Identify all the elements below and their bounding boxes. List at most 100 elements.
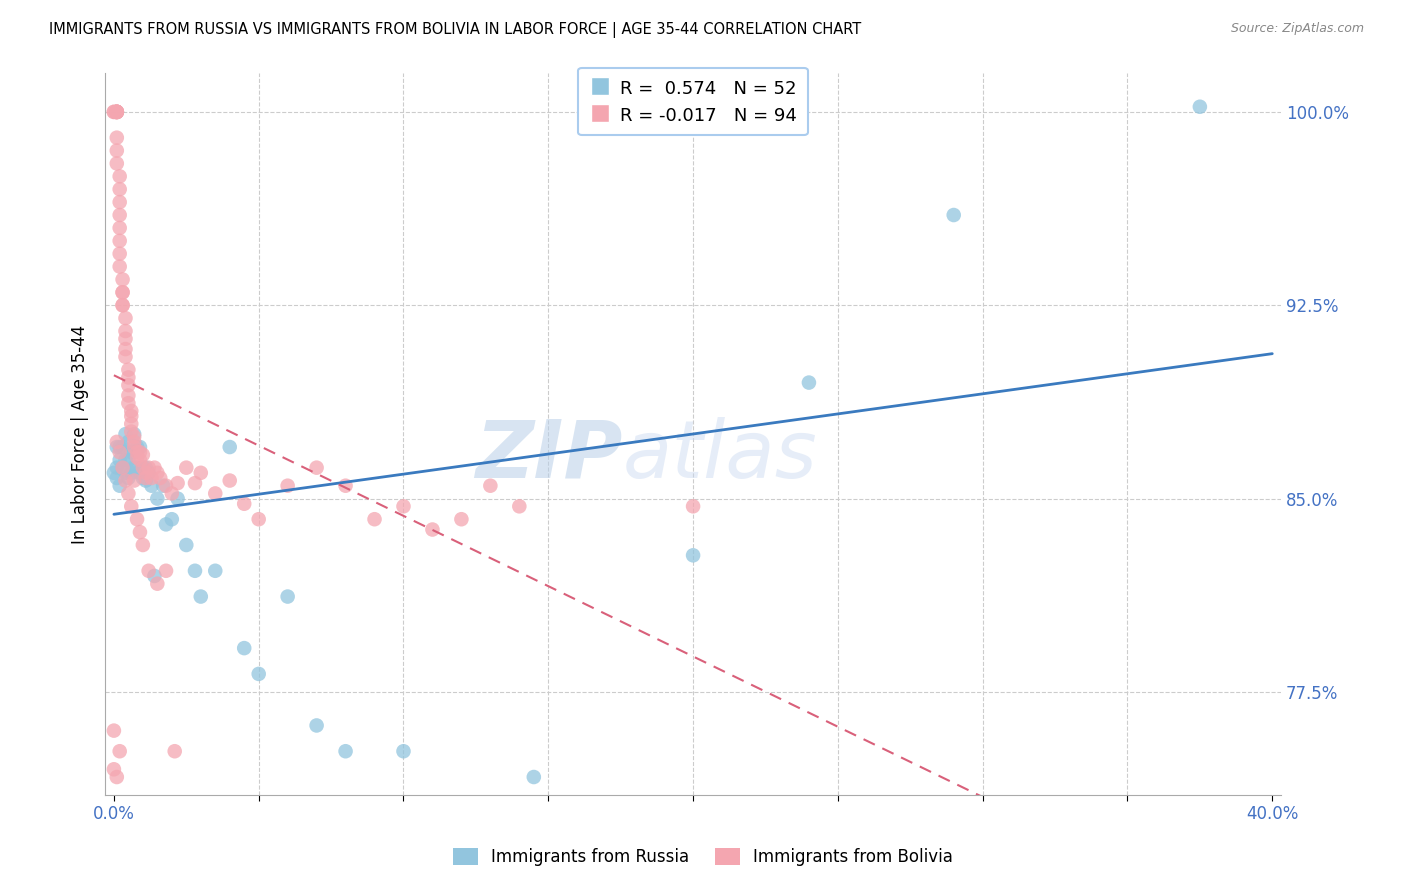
Point	[122, 445, 145, 459]
Point	[479, 479, 502, 493]
Point	[155, 479, 177, 493]
Point	[103, 104, 125, 119]
Point	[132, 460, 155, 475]
Point	[120, 417, 142, 431]
Point	[117, 434, 139, 449]
Point	[108, 169, 131, 184]
Point	[152, 479, 174, 493]
Point	[141, 479, 163, 493]
Point	[111, 285, 134, 300]
Point	[103, 723, 125, 738]
Point	[146, 466, 169, 480]
Point	[114, 324, 136, 338]
Point	[105, 156, 128, 170]
Point	[335, 744, 357, 758]
Point	[120, 404, 142, 418]
Text: atlas: atlas	[623, 417, 817, 495]
Point	[305, 718, 328, 732]
Point	[108, 195, 131, 210]
Point	[108, 182, 131, 196]
Point	[114, 311, 136, 326]
Point	[129, 440, 152, 454]
Point	[132, 448, 155, 462]
Point	[523, 770, 546, 784]
Point	[111, 298, 134, 312]
Point	[105, 104, 128, 119]
Point	[392, 744, 415, 758]
Point	[160, 486, 183, 500]
Legend: R =  0.574   N = 52, R = -0.017   N = 94: R = 0.574 N = 52, R = -0.017 N = 94	[578, 68, 807, 136]
Text: IMMIGRANTS FROM RUSSIA VS IMMIGRANTS FROM BOLIVIA IN LABOR FORCE | AGE 35-44 COR: IMMIGRANTS FROM RUSSIA VS IMMIGRANTS FRO…	[49, 22, 862, 38]
Point	[117, 471, 139, 485]
Point	[114, 427, 136, 442]
Point	[103, 762, 125, 776]
Point	[105, 434, 128, 449]
Point	[108, 234, 131, 248]
Point	[117, 388, 139, 402]
Point	[190, 590, 212, 604]
Point	[105, 104, 128, 119]
Point	[120, 409, 142, 423]
Point	[125, 450, 148, 465]
Point	[132, 460, 155, 475]
Point	[143, 460, 166, 475]
Point	[190, 466, 212, 480]
Point	[166, 476, 188, 491]
Point	[247, 512, 270, 526]
Point	[105, 471, 128, 485]
Point	[184, 476, 207, 491]
Text: ZIP: ZIP	[475, 417, 623, 495]
Point	[105, 104, 128, 119]
Point	[122, 474, 145, 488]
Point	[108, 445, 131, 459]
Point	[146, 576, 169, 591]
Point	[129, 466, 152, 480]
Point	[105, 144, 128, 158]
Point	[233, 497, 256, 511]
Point	[143, 569, 166, 583]
Point	[114, 332, 136, 346]
Point	[114, 453, 136, 467]
Point	[163, 744, 186, 758]
Point	[176, 538, 198, 552]
Point	[108, 260, 131, 274]
Point	[129, 525, 152, 540]
Point	[277, 590, 299, 604]
Point	[135, 466, 157, 480]
Point	[138, 564, 160, 578]
Y-axis label: In Labor Force | Age 35-44: In Labor Force | Age 35-44	[72, 325, 89, 544]
Point	[111, 272, 134, 286]
Point	[108, 453, 131, 467]
Point	[122, 460, 145, 475]
Point	[114, 466, 136, 480]
Point	[108, 221, 131, 235]
Legend: Immigrants from Russia, Immigrants from Bolivia: Immigrants from Russia, Immigrants from …	[447, 841, 959, 873]
Point	[176, 460, 198, 475]
Point	[105, 104, 128, 119]
Point	[117, 453, 139, 467]
Point	[125, 512, 148, 526]
Point	[120, 445, 142, 459]
Point	[117, 362, 139, 376]
Point	[108, 440, 131, 454]
Point	[797, 376, 820, 390]
Point	[117, 486, 139, 500]
Point	[125, 445, 148, 459]
Point	[363, 512, 385, 526]
Point	[166, 491, 188, 506]
Point	[111, 440, 134, 454]
Point	[135, 460, 157, 475]
Point	[277, 479, 299, 493]
Point	[105, 104, 128, 119]
Point	[233, 641, 256, 656]
Point	[120, 425, 142, 439]
Point	[305, 460, 328, 475]
Point	[335, 479, 357, 493]
Point	[111, 285, 134, 300]
Point	[125, 460, 148, 475]
Point	[122, 430, 145, 444]
Point	[135, 471, 157, 485]
Point	[122, 440, 145, 454]
Point	[129, 445, 152, 459]
Point	[138, 460, 160, 475]
